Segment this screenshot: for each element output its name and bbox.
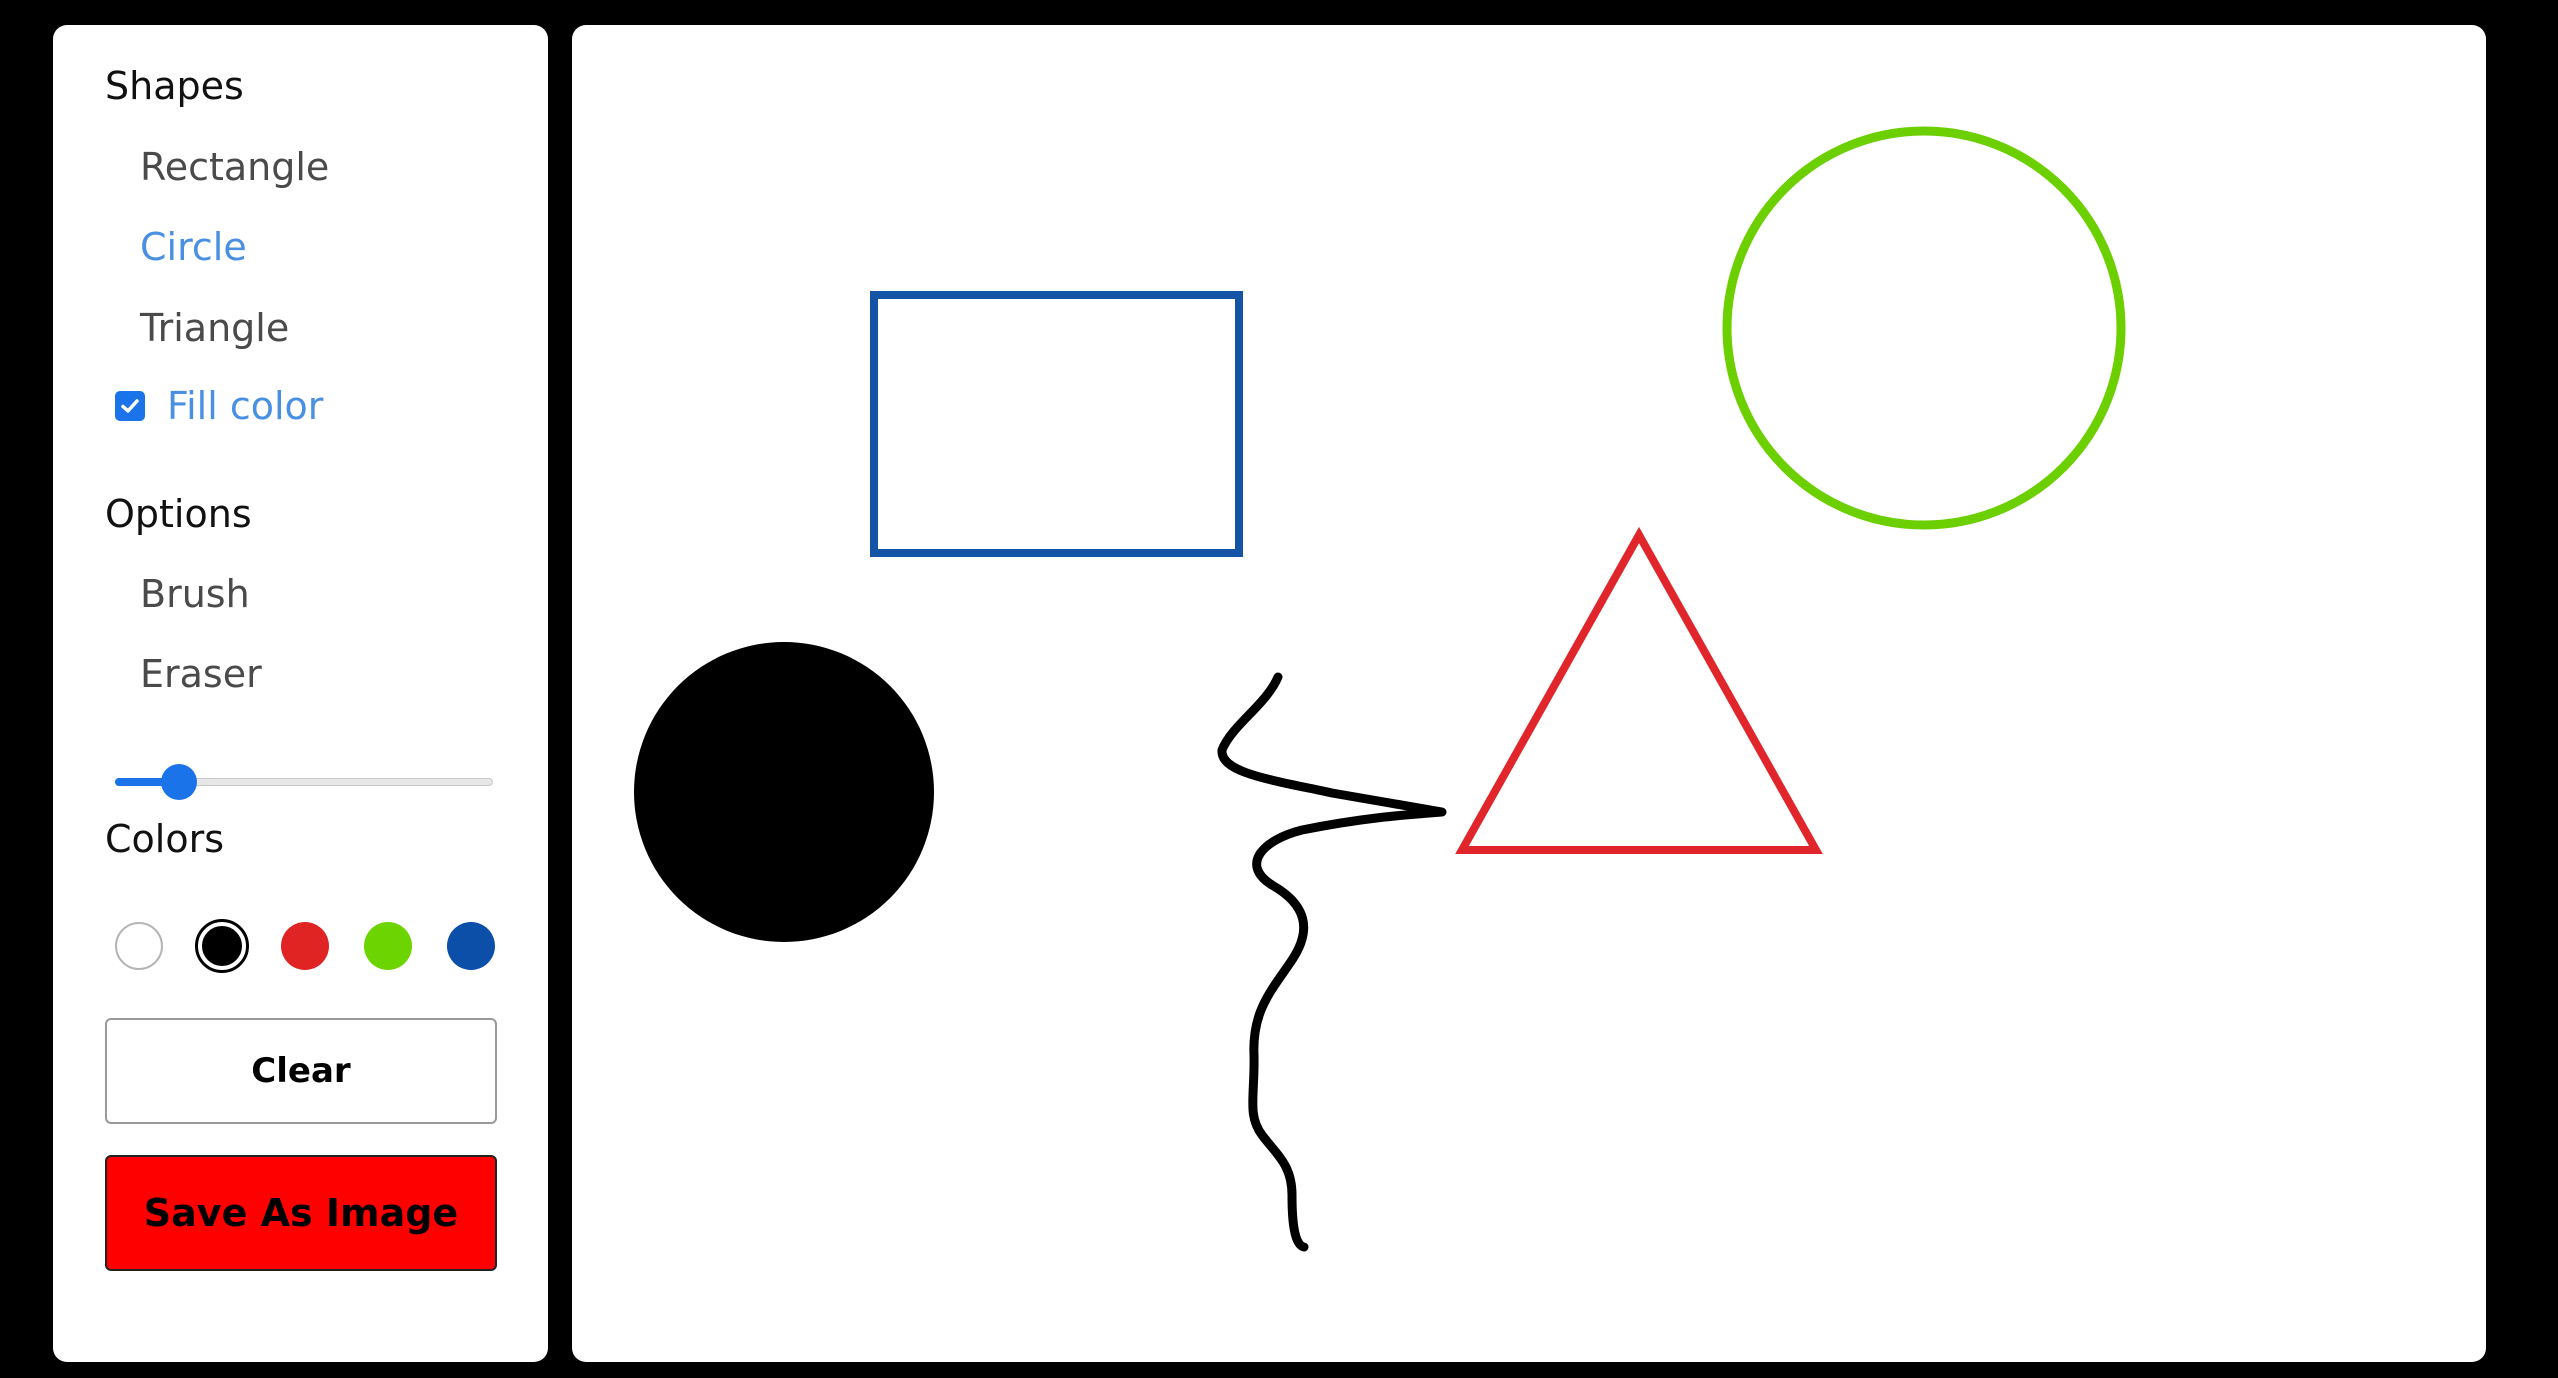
brush-option[interactable]: Brush [140, 572, 250, 616]
tools-panel: Shapes Rectangle Circle Triangle Fill co… [53, 25, 548, 1362]
colors-title: Colors [105, 817, 225, 861]
clear-button[interactable]: Clear [105, 1018, 497, 1124]
shapes-title: Shapes [105, 64, 244, 108]
drawn-circle-outline [1722, 126, 2126, 530]
drawn-filled-circle [634, 642, 934, 942]
color-swatch-black[interactable] [195, 919, 249, 973]
shape-circle-option[interactable]: Circle [140, 225, 247, 269]
drawn-rectangle [870, 291, 1243, 557]
drawn-triangle [1455, 526, 1823, 854]
fill-color-label: Fill color [167, 384, 324, 428]
shape-triangle-option[interactable]: Triangle [140, 306, 290, 350]
checkmark-icon [121, 399, 139, 413]
brush-size-slider[interactable] [115, 763, 493, 803]
save-as-image-button[interactable]: Save As Image [105, 1155, 497, 1271]
canvas-drawing [634, 126, 2126, 1252]
fill-color-toggle[interactable]: Fill color [115, 387, 323, 425]
color-swatch-red[interactable] [281, 922, 329, 970]
fill-color-checkbox[interactable] [115, 391, 145, 421]
drawn-brush-stroke [1217, 672, 1447, 1252]
color-swatch-green[interactable] [364, 922, 412, 970]
drawing-canvas[interactable] [572, 25, 2486, 1362]
color-palette [115, 919, 495, 973]
options-title: Options [105, 492, 252, 536]
eraser-option[interactable]: Eraser [140, 652, 262, 696]
color-swatch-white[interactable] [115, 922, 163, 970]
slider-thumb[interactable] [161, 764, 197, 800]
slider-fill [115, 778, 179, 786]
shape-rectangle-option[interactable]: Rectangle [140, 145, 330, 189]
color-swatch-blue[interactable] [447, 922, 495, 970]
